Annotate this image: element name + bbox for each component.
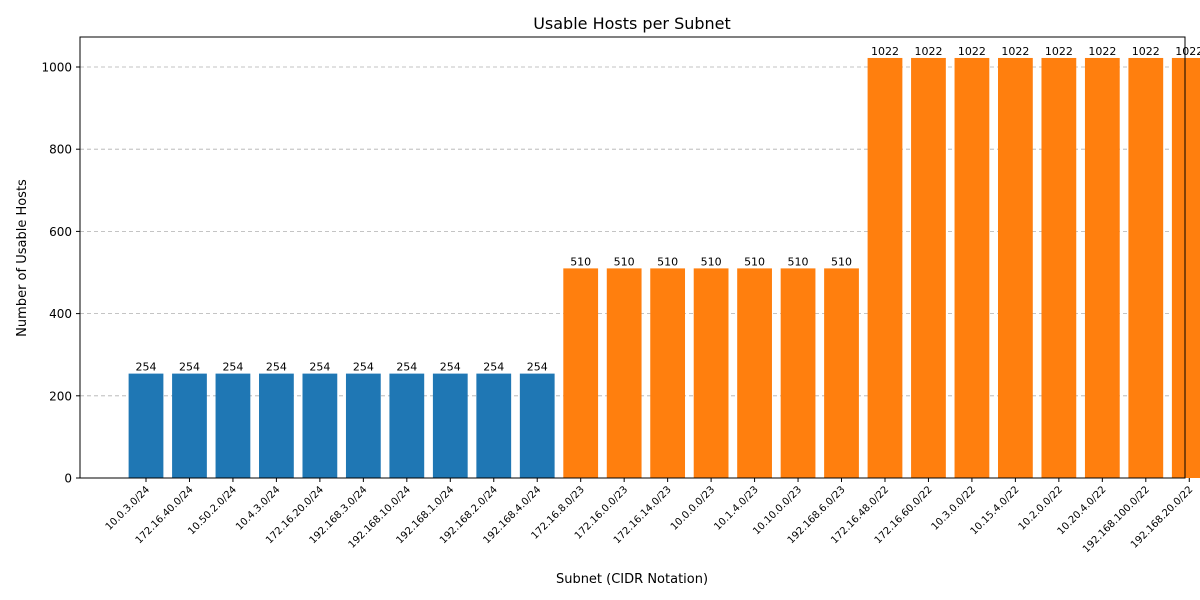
- bar-value-label: 1022: [1088, 45, 1116, 58]
- bar: [911, 57, 946, 479]
- y-axis: 0 200 400 600 800 1000: [41, 61, 80, 486]
- y-tick-label: 600: [49, 225, 72, 239]
- x-tick-label: 10.2.0.0/22: [1017, 484, 1065, 532]
- y-axis-label: Number of Usable Hosts: [15, 179, 30, 337]
- plot-frame: [79, 36, 1186, 479]
- x-tick-label: 10.0.0.0/23: [669, 484, 717, 532]
- bar: [1084, 57, 1120, 479]
- bar-value-label: 510: [570, 255, 591, 268]
- y-tick-label: 800: [49, 143, 72, 157]
- bar: [1171, 57, 1200, 479]
- x-tick-label: 10.4.3.0/24: [234, 484, 282, 532]
- bar-value-label: 1022: [1175, 45, 1200, 58]
- bar-value-label: 1022: [1001, 45, 1029, 58]
- bar-value-label: 510: [744, 255, 765, 268]
- bar-value-label: 510: [657, 255, 678, 268]
- bar-value-label: 1022: [871, 45, 899, 58]
- bar: [302, 373, 338, 478]
- bar: [389, 373, 425, 478]
- bar-value-label: 254: [222, 361, 243, 374]
- bar: [867, 57, 903, 479]
- bars: [128, 57, 1200, 479]
- bar: [259, 373, 294, 478]
- bar: [954, 57, 990, 479]
- bar-value-label: 1022: [958, 45, 986, 58]
- bar: [780, 268, 816, 478]
- bar: [1041, 57, 1077, 479]
- bar: [432, 373, 468, 478]
- bar: [172, 373, 207, 478]
- bar-value-label: 254: [440, 361, 461, 374]
- bar: [693, 268, 729, 478]
- bar-value-label: 254: [396, 361, 417, 374]
- bar-value-label: 254: [483, 361, 504, 374]
- bar: [563, 268, 599, 478]
- bar-value-label: 510: [614, 255, 635, 268]
- bar: [215, 373, 251, 478]
- bar-value-label: 254: [136, 361, 157, 374]
- bar: [519, 373, 555, 478]
- bar: [824, 268, 859, 478]
- bar: [476, 373, 512, 478]
- bar: [606, 268, 642, 478]
- x-tick-label: 10.1.4.0/23: [712, 484, 760, 532]
- x-axis-label: Subnet (CIDR Notation): [556, 572, 708, 587]
- bar: [128, 373, 164, 478]
- bar: [650, 268, 686, 478]
- bar-value-label: 1022: [1045, 45, 1073, 58]
- bar-value-label: 1022: [1132, 45, 1160, 58]
- bar-value-label: 1022: [914, 45, 942, 58]
- chart-title: Usable Hosts per Subnet: [533, 14, 731, 33]
- x-tick-label: 10.3.0.0/22: [930, 484, 978, 532]
- bar-value-label: 254: [309, 361, 330, 374]
- y-tick-label: 200: [49, 389, 72, 403]
- x-axis: 10.0.3.0/24172.16.40.0/2410.50.2.0/2410.…: [104, 478, 1195, 555]
- bar: [998, 57, 1033, 479]
- y-tick-label: 0: [64, 472, 72, 486]
- bar: [345, 373, 381, 478]
- bar: [737, 268, 772, 478]
- value-labels: 254 254 254 254 254 254 254 254 254 254 510 510 510 5…: [136, 45, 1200, 374]
- y-tick-label: 400: [49, 307, 72, 321]
- bar-value-label: 254: [266, 361, 287, 374]
- bar-value-label: 254: [527, 361, 548, 374]
- bar-value-label: 510: [701, 255, 722, 268]
- bar-value-label: 510: [831, 255, 852, 268]
- bar-value-label: 254: [179, 361, 200, 374]
- bar-value-label: 510: [788, 255, 809, 268]
- bar: [1128, 57, 1164, 479]
- y-tick-label: 1000: [41, 61, 72, 75]
- x-tick-label: 10.0.3.0/24: [104, 484, 152, 532]
- bar-value-label: 254: [353, 361, 374, 374]
